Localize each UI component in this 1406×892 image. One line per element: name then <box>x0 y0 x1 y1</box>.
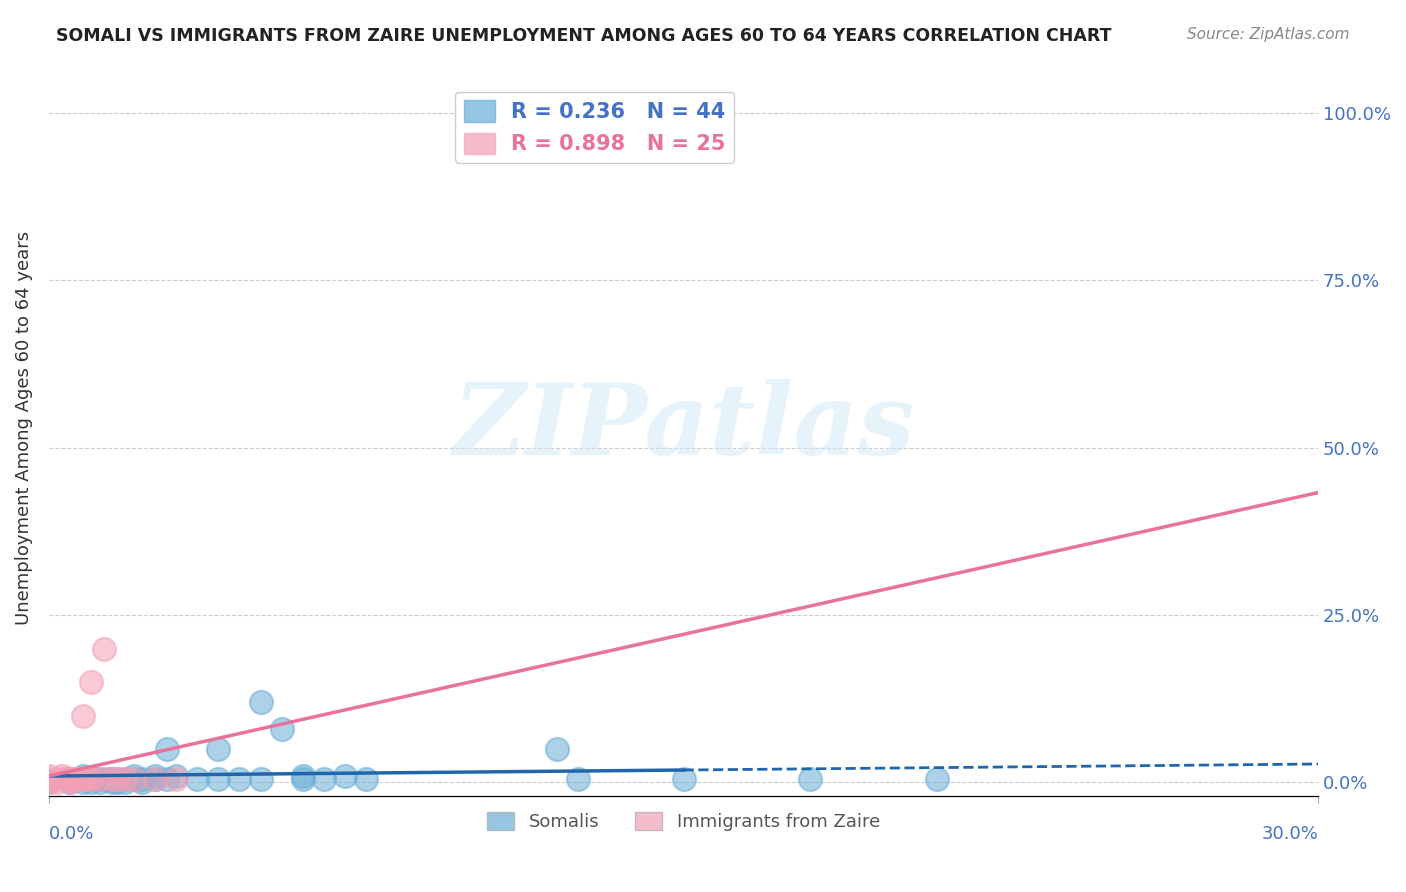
Point <box>72 772 94 786</box>
Y-axis label: Unemployment Among Ages 60 to 64 years: Unemployment Among Ages 60 to 64 years <box>15 231 32 624</box>
Point <box>59 772 82 786</box>
Point <box>114 772 136 786</box>
Point <box>38 769 60 783</box>
Point <box>51 772 73 786</box>
Point <box>72 708 94 723</box>
Point <box>114 772 136 786</box>
Point <box>72 769 94 783</box>
Point <box>80 772 103 786</box>
Point <box>89 772 111 786</box>
Point <box>101 772 124 786</box>
Point <box>93 641 115 656</box>
Point <box>312 772 335 786</box>
Point <box>156 742 179 756</box>
Point <box>270 722 292 736</box>
Point <box>186 772 208 786</box>
Point <box>80 772 103 786</box>
Text: 30.0%: 30.0% <box>1261 825 1319 843</box>
Point <box>38 775 60 789</box>
Point <box>131 772 153 786</box>
Point <box>97 772 120 786</box>
Point <box>55 772 77 786</box>
Point <box>567 772 589 786</box>
Point <box>291 772 314 786</box>
Point <box>38 775 60 789</box>
Point <box>59 775 82 789</box>
Point <box>799 772 821 786</box>
Point <box>291 769 314 783</box>
Point <box>105 772 128 786</box>
Point <box>80 770 103 784</box>
Legend: Somalis, Immigrants from Zaire: Somalis, Immigrants from Zaire <box>479 805 887 838</box>
Point <box>80 675 103 690</box>
Point <box>89 775 111 789</box>
Point <box>228 772 250 786</box>
Point <box>165 769 187 783</box>
Point <box>333 769 356 783</box>
Point <box>101 772 124 786</box>
Point <box>89 772 111 786</box>
Point <box>143 769 166 783</box>
Point <box>165 772 187 786</box>
Text: 0.0%: 0.0% <box>49 825 94 843</box>
Point <box>114 775 136 789</box>
Point <box>38 772 60 786</box>
Point <box>249 695 271 709</box>
Point <box>80 775 103 789</box>
Point <box>67 772 90 786</box>
Text: Source: ZipAtlas.com: Source: ZipAtlas.com <box>1187 27 1350 42</box>
Point <box>59 775 82 789</box>
Point <box>249 772 271 786</box>
Text: SOMALI VS IMMIGRANTS FROM ZAIRE UNEMPLOYMENT AMONG AGES 60 TO 64 YEARS CORRELATI: SOMALI VS IMMIGRANTS FROM ZAIRE UNEMPLOY… <box>56 27 1112 45</box>
Point <box>546 742 568 756</box>
Point <box>76 772 98 786</box>
Point <box>131 775 153 789</box>
Point <box>207 742 229 756</box>
Point <box>101 775 124 789</box>
Point <box>72 772 94 786</box>
Point <box>105 772 128 786</box>
Text: ZIPatlas: ZIPatlas <box>453 379 915 476</box>
Point <box>156 772 179 786</box>
Point <box>207 772 229 786</box>
Point <box>51 769 73 783</box>
Point <box>122 769 145 783</box>
Point <box>672 772 695 786</box>
Point <box>72 775 94 789</box>
Point <box>46 775 69 789</box>
Point <box>143 772 166 786</box>
Point <box>927 772 949 786</box>
Point <box>122 772 145 786</box>
Point <box>356 772 378 786</box>
Point <box>143 772 166 786</box>
Point <box>122 772 145 786</box>
Point <box>59 772 82 786</box>
Point <box>105 775 128 789</box>
Point <box>63 772 86 786</box>
